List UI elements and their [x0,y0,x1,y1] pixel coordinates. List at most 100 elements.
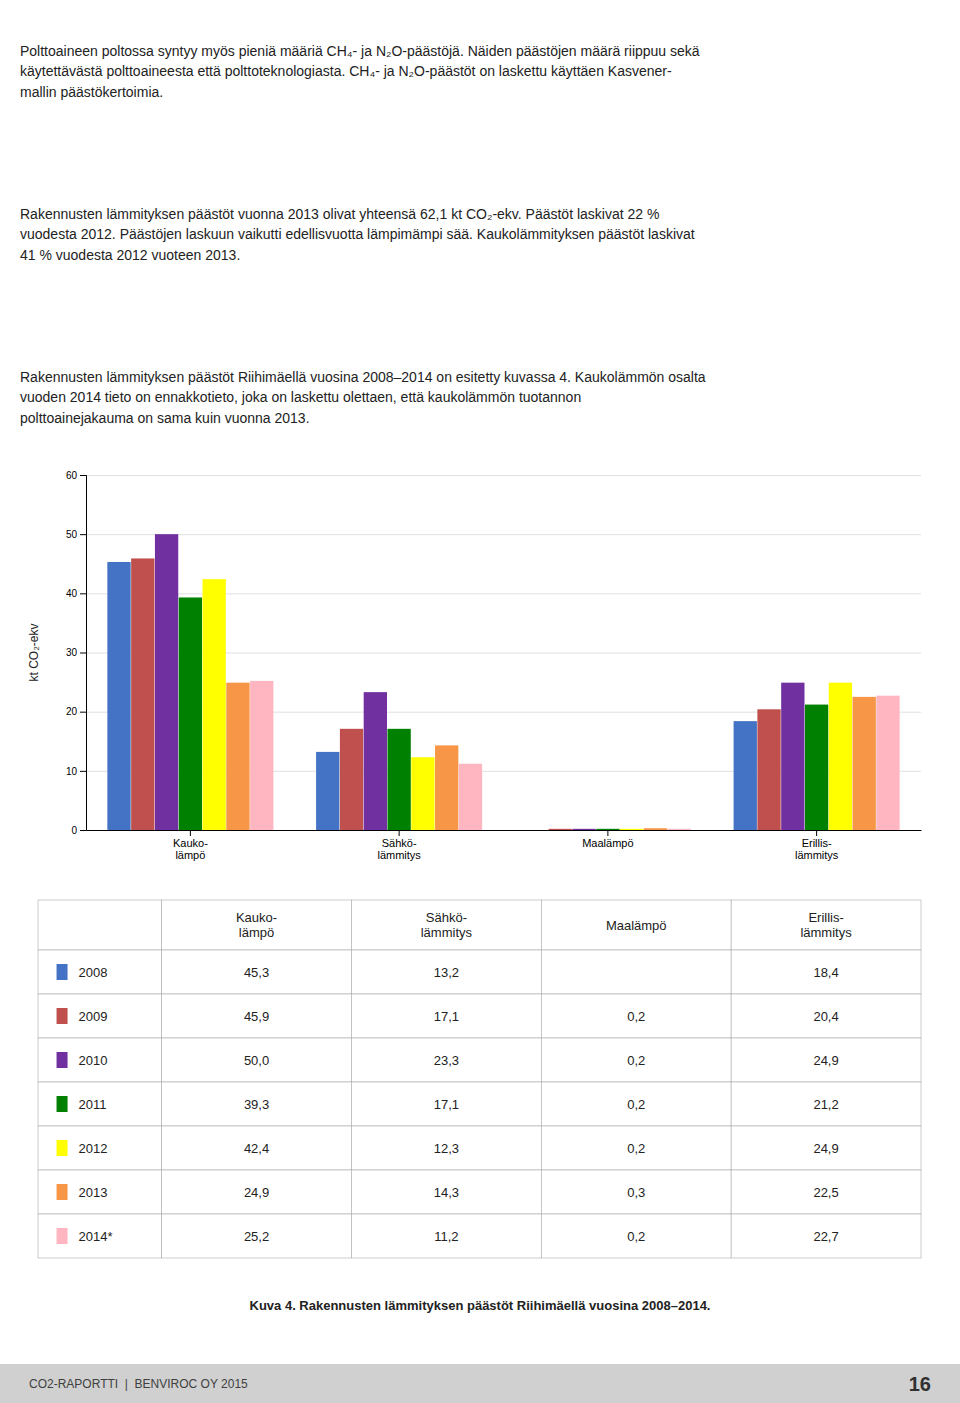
bar [853,697,876,830]
bar [757,709,780,830]
text-line: 41 % vuodesta 2012 vuoteen 2013. [20,247,240,263]
y-tick: 40 [66,588,86,599]
text-line: Maalämpö [582,837,633,849]
y-tick-label: 40 [66,588,78,599]
paragraphs: Polttoaineen poltossa syntyy myös pieniä… [20,43,706,426]
y-tick-mark [80,653,86,654]
bar [781,683,804,830]
table-value: 21,2 [813,1097,838,1112]
table-value: 0,2 [627,1229,645,1244]
caption: Kuva 4. Rakennusten lämmityksen päästöt … [250,1298,711,1313]
bar [572,829,595,830]
table-value: 25,2 [244,1229,269,1244]
text-line: vuoden 2014 tieto on ennakkotieto, joka … [20,389,581,405]
table-header-cell [351,900,541,950]
bar-series [107,562,757,830]
table-cell [162,1170,352,1214]
bar [805,705,828,830]
x-tick: Kauko-lämpö [173,830,208,861]
table-cell [541,1126,731,1170]
table-cell [162,1126,352,1170]
chart: 0 10 20 30 40 50 60 Kauko-lämpö Sähkö-lämmitys Ma… [27,470,922,862]
table-value: 18,4 [813,965,838,980]
table-value: 0,2 [627,1053,645,1068]
y-tick: 10 [66,766,86,777]
x-tick-mark [399,830,400,836]
y-tick-mark [80,771,86,772]
table-value: 0,2 [627,1009,645,1024]
y-tick: 30 [66,647,86,658]
table-cell [351,994,541,1038]
legend-swatch [57,1052,68,1068]
bar [107,562,130,830]
x-tick-label: Maalämpö [582,837,633,849]
table-cell [38,1170,162,1214]
table-value: 11,2 [434,1229,458,1244]
bar [411,757,434,830]
grid-tick [86,475,921,476]
table-cell [351,1126,541,1170]
bar [668,829,691,830]
y-tick: 0 [71,825,86,836]
table-value: 0,2 [627,1097,645,1112]
x-tick: Maalämpö [582,830,633,849]
bars [107,534,899,830]
footer: CO2-RAPORTTI | BENVIROC OY 201516 [0,1364,960,1403]
x-tick: Sähkö-lämmitys [377,830,421,861]
bar [459,764,482,830]
table-value: 24,9 [813,1141,838,1156]
text-line: Sähkö- [382,837,417,849]
table-cell [38,1082,162,1126]
legend-swatch [57,1140,68,1156]
x-tick-mark [816,830,817,836]
footer-left: CO2-RAPORTTI | BENVIROC OY 2015 [29,1377,248,1391]
table-cell [541,1214,731,1258]
grid-line [86,475,921,476]
text-line: Polttoaineen poltossa syntyy myös pieniä… [20,43,700,59]
y-tick-mark [80,475,86,476]
bar-series [179,597,829,830]
text-line: käytettävästä polttoaineesta että poltto… [20,63,672,79]
bar-series [203,579,853,830]
table-header-cell [731,900,921,950]
bar-series [226,683,876,830]
table-cell [731,1170,921,1214]
bar [734,721,757,830]
text-line: Erillis- [802,837,832,849]
table-value: 22,7 [813,1229,838,1244]
y-tick-label: 20 [66,706,78,717]
table-header-label: Sähkö-lämmitys [421,910,473,940]
x-tick-mark [607,830,608,836]
paragraph: Rakennusten lämmityksen päästöt vuonna 2… [20,206,695,263]
paragraph: Polttoaineen poltossa syntyy myös pieniä… [20,43,700,100]
y-tick-label: 0 [71,825,77,836]
y-tick-label: 60 [66,470,78,481]
bar [549,829,572,830]
y-tick-mark [80,712,86,713]
legend-swatch [57,1096,68,1112]
table-value: 24,9 [244,1185,269,1200]
grid [86,476,921,831]
y-tick-mark [80,830,86,831]
legend-swatch [57,1184,68,1200]
table-value: 12,3 [434,1141,459,1156]
table-value: 23,3 [434,1053,459,1068]
table-cell [351,1082,541,1126]
bar [829,683,852,830]
y-tick-mark [80,593,86,594]
y-tick-label: 10 [66,766,78,777]
table-cell [162,1082,352,1126]
legend-label: 2014* [79,1229,113,1244]
text-line: Sähkö- [426,910,467,925]
legend-swatch [57,1008,68,1024]
y-tick-label: 50 [66,529,78,540]
legend-label: 2013 [79,1185,108,1200]
table-value: 22,5 [813,1185,838,1200]
text-line: Rakennusten lämmityksen päästöt Riihimäe… [20,369,706,385]
text-line: Erillis- [808,910,843,925]
table-cell [38,1126,162,1170]
y-tick-mark [80,534,86,535]
legend-label: 2008 [79,965,108,980]
text-line: lämmitys [377,849,421,861]
table-header-cell [541,900,731,950]
